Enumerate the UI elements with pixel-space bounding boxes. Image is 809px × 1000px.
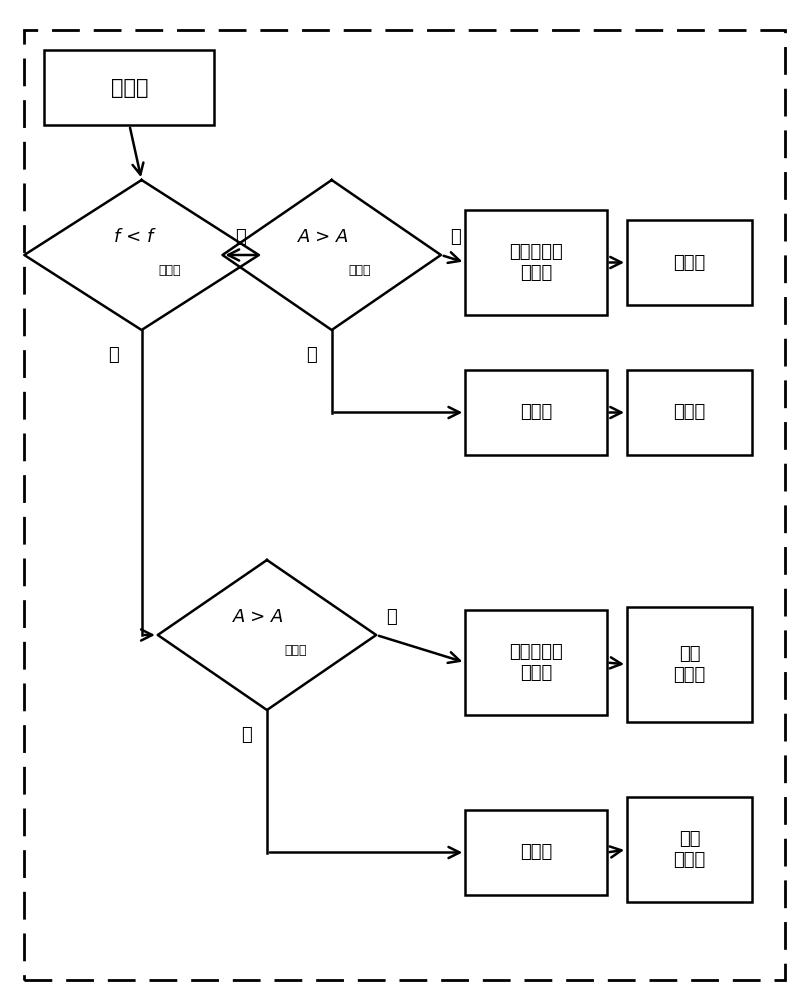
Text: 是: 是 [241,726,252,744]
Text: 满的管: 满的管 [520,844,552,861]
Bar [627,370,752,455]
Text: 测量点: 测量点 [111,78,148,98]
Text: 不释放: 不释放 [674,254,705,272]
Bar [465,210,607,315]
Text: 释放
流动值: 释放 流动值 [674,645,705,684]
Bar [465,810,607,895]
Text: 开关点: 开关点 [159,264,181,277]
Text: 是: 是 [108,346,119,364]
Bar [44,50,214,125]
Text: 开关点: 开关点 [284,645,307,658]
Bar [627,797,752,902]
Text: f < f: f < f [114,228,153,246]
Text: 否: 否 [235,228,246,246]
Text: 释放
流动值: 释放 流动值 [674,830,705,869]
Text: 不释放: 不释放 [674,403,705,422]
Text: 开关点: 开关点 [349,264,371,277]
Text: 带有覆层的
空的管: 带有覆层的 空的管 [509,243,563,282]
Bar [627,220,752,305]
Text: A > A: A > A [233,608,285,626]
Text: 否: 否 [386,608,396,626]
Bar [627,607,752,722]
Text: 空的管: 空的管 [520,403,552,422]
Text: 是: 是 [306,346,317,364]
Bar [465,370,607,455]
Text: A > A: A > A [298,228,349,246]
Text: 带有覆层的
满的管: 带有覆层的 满的管 [509,643,563,682]
Text: 否: 否 [451,228,461,246]
Bar [465,610,607,715]
